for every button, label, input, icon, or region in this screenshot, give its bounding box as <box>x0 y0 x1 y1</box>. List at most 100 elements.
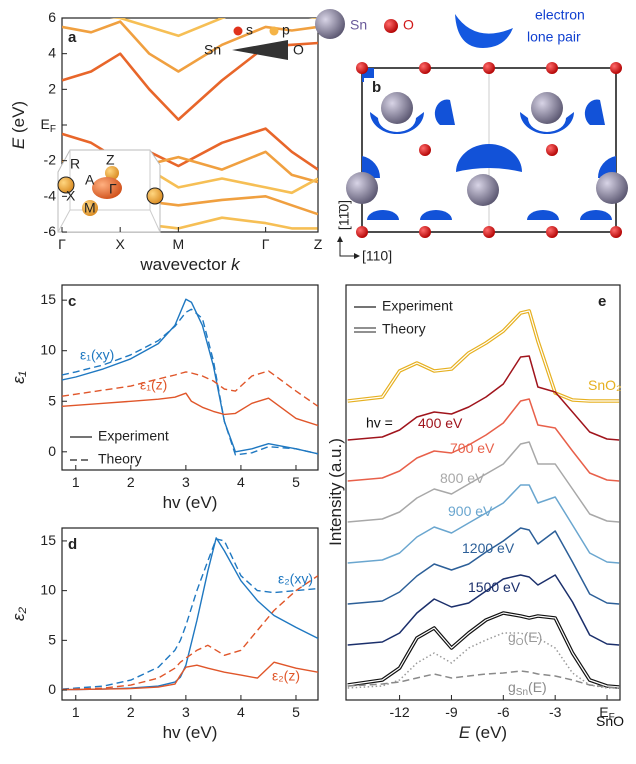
y-axis-label-part: E <box>9 137 28 149</box>
x-tick-label: 4 <box>237 704 245 720</box>
x-tick-label: Γ <box>58 236 66 252</box>
y-tick-label-part: 4 <box>48 44 56 60</box>
legend-label: Experiment <box>382 298 453 314</box>
axis-direction: [110] <box>362 248 392 264</box>
o-atom <box>419 144 431 156</box>
axis-direction: [11̄0] <box>336 200 352 230</box>
y-tick-label-part: 10 <box>40 581 56 597</box>
x-tick-label: -3 <box>549 704 562 720</box>
y-tick-label: -4 <box>44 187 57 203</box>
panel-label: e <box>598 293 606 310</box>
y-tick-label-part: 0 <box>48 443 56 459</box>
bz-label: M <box>84 200 96 216</box>
x-tick-label-part: 1 <box>72 704 80 720</box>
x-tick-label: 3 <box>182 474 190 490</box>
x-axis-label: hv (eV) <box>163 723 218 742</box>
series-label-part: 700 eV <box>450 440 495 456</box>
o-icon <box>384 19 398 33</box>
y-axis-label-part: ε₂ <box>9 607 28 621</box>
inset-label: O <box>293 42 304 58</box>
y-tick-label: -2 <box>44 151 57 167</box>
panel-label: d <box>68 536 77 553</box>
inset-label: Sn <box>204 42 221 58</box>
x-axis-label-part: E <box>459 723 471 742</box>
y-tick-label-part: 5 <box>48 392 56 408</box>
series-label: 1500 eV <box>468 579 521 595</box>
x-tick-label: Γ <box>262 236 270 252</box>
x-tick-label-part: X <box>116 236 126 252</box>
wedge <box>232 40 288 60</box>
x-tick-label-part: 4 <box>237 474 245 490</box>
series-label-part: 800 eV <box>440 470 485 486</box>
legend-label: Theory <box>98 451 142 467</box>
y-tick-label: 15 <box>40 291 56 307</box>
y-tick-label-part: 15 <box>40 532 56 548</box>
legend-label: O <box>403 17 414 33</box>
bz-pocket <box>147 188 163 204</box>
x-tick-label: 5 <box>292 704 300 720</box>
x-axis-label-part: hv (eV) <box>163 493 218 512</box>
x-tick-label-part: 1 <box>72 474 80 490</box>
x-tick-label-part: 2 <box>127 474 135 490</box>
y-tick-label-part: E <box>41 116 50 132</box>
sn-icon <box>315 9 345 39</box>
bz-label: A <box>85 172 95 188</box>
y-tick-label: 5 <box>48 631 56 647</box>
structure-panel: Sn O electron lone pair <box>315 7 628 264</box>
x-tick-label-part: E <box>599 704 608 720</box>
x-tick-label-part: Z <box>314 236 323 252</box>
x-tick-label-part: 5 <box>292 474 300 490</box>
bz-inset: R Z A X M Γ <box>58 150 163 232</box>
series-label: 800 eV <box>440 470 485 486</box>
x-tick-label: -12 <box>389 704 409 720</box>
legend-label: Experiment <box>98 428 169 444</box>
o-atom <box>610 226 622 238</box>
x-tick-label-part: -9 <box>445 704 458 720</box>
series-label-part: 900 eV <box>448 503 493 519</box>
x-tick-label: 4 <box>237 474 245 490</box>
x-tick-label: M <box>173 236 185 252</box>
x-axis-label-part: (eV) <box>470 723 507 742</box>
y-tick-label-part: -4 <box>44 187 57 203</box>
bz-label: Z <box>106 152 115 168</box>
y-tick-label: EF <box>41 116 56 135</box>
y-tick-label: 0 <box>48 681 56 697</box>
series-label: gSn(E) <box>508 679 547 698</box>
lone-pair-icon <box>455 14 513 48</box>
hv-label: hv = <box>366 415 393 431</box>
x-tick-label: -6 <box>497 704 510 720</box>
y-axis-label: ε₁ <box>9 371 28 384</box>
y-tick-label: -6 <box>44 223 57 239</box>
x-tick-label-part: Γ <box>262 236 270 252</box>
x-tick-label: 2 <box>127 474 135 490</box>
y-tick-label: 5 <box>48 392 56 408</box>
o-atom <box>546 226 558 238</box>
x-tick-label: -9 <box>445 704 458 720</box>
x-axis-label: E (eV) <box>459 723 507 742</box>
series-label: 700 eV <box>450 440 495 456</box>
x-tick-label-part: M <box>173 236 185 252</box>
sn-atom <box>596 172 628 204</box>
bz-pocket <box>92 177 122 199</box>
legend-label: s <box>246 22 253 38</box>
series-line <box>348 671 619 688</box>
curve-label: ε₂(z) <box>272 668 300 684</box>
series-label-part: (E) <box>524 629 543 645</box>
x-tick-label-part: 3 <box>182 704 190 720</box>
x-axis-label-part: k <box>231 255 241 274</box>
y-axis-label: E (eV) <box>9 101 28 149</box>
legend-dot <box>270 27 279 36</box>
y-tick-label-part: -6 <box>44 223 57 239</box>
series-label-part: (E) <box>528 679 547 695</box>
y-axis-label-part: Intensity (a.u.) <box>326 438 345 546</box>
o-atom <box>419 62 431 74</box>
x-tick-label-part: -3 <box>549 704 562 720</box>
panel-label: c <box>68 293 76 310</box>
y-axis-label-part: (eV) <box>9 101 28 138</box>
y-tick-label-part: 5 <box>48 631 56 647</box>
y-tick-label-part: 2 <box>48 80 56 96</box>
curve-label: ε₁(z) <box>140 377 167 393</box>
series-label: 400 eV <box>418 415 463 431</box>
x-axis-label-part: hv (eV) <box>163 723 218 742</box>
sn-atom <box>531 92 563 124</box>
